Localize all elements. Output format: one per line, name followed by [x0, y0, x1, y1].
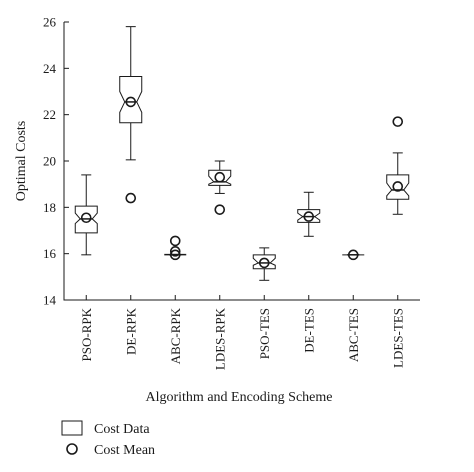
mean-point — [347, 249, 359, 261]
x-tick-label: DE-TES — [301, 308, 316, 353]
x-tick-label: ABC-TES — [346, 308, 361, 362]
x-tick-label: PSO-RPK — [79, 307, 94, 361]
mean-point — [80, 212, 92, 224]
boxes — [74, 26, 410, 281]
y-tick-label: 22 — [43, 107, 56, 122]
mean-markers — [80, 96, 404, 269]
x-tick-label: ABC-RPK — [168, 307, 183, 364]
x-tick-label: DE-RPK — [123, 307, 138, 355]
y-tick-label: 14 — [43, 293, 57, 308]
box-group — [119, 26, 143, 161]
y-axis-title: Optimal Costs — [14, 121, 29, 202]
notched-box — [119, 75, 143, 124]
mean-point — [258, 257, 270, 269]
outlier-point — [392, 116, 404, 127]
mean-point — [125, 96, 137, 108]
outlier-markers — [125, 116, 404, 257]
notched-box — [386, 174, 410, 200]
y-tick-label: 16 — [43, 246, 57, 261]
box-group — [386, 152, 410, 215]
outlier-point — [169, 246, 181, 257]
legend-box-swatch — [61, 420, 83, 436]
x-axis-ticks: PSO-RPK DE-RPK ABC-RPK LDES-RPK PSO-TES DE-TE… — [79, 295, 405, 370]
y-tick-label: 26 — [43, 15, 57, 30]
outlier-point — [214, 204, 226, 215]
box-group — [74, 174, 98, 256]
y-tick-label: 24 — [43, 61, 57, 76]
x-axis-title: Algorithm and Encoding Scheme — [145, 390, 332, 405]
x-tick-label: LDES-TES — [390, 308, 405, 368]
outlier-point — [125, 192, 137, 204]
notched-box — [252, 254, 276, 270]
mean-point — [303, 211, 315, 222]
legend-label-cost-mean: Cost Mean — [94, 443, 155, 458]
mean-point — [392, 181, 404, 192]
y-axis-ticks: 14 16 18 20 22 24 26 — [43, 15, 69, 308]
x-tick-label: PSO-TES — [257, 308, 272, 359]
legend-label-cost-data: Cost Data — [94, 422, 150, 437]
y-tick-label: 20 — [43, 154, 56, 169]
y-tick-label: 18 — [43, 200, 56, 215]
legend: Cost Data Cost Mean — [61, 420, 155, 458]
plot-area: 14 16 18 20 22 24 26 PSO-RPK DE-RPK ABC-RPK LDES-… — [43, 15, 420, 370]
outlier-point — [169, 235, 181, 247]
axis-frame — [63, 22, 420, 301]
box-group — [208, 160, 232, 194]
legend-circle-swatch — [66, 443, 78, 455]
mean-point — [169, 249, 181, 261]
mean-point — [214, 171, 226, 183]
box-group — [252, 247, 276, 281]
x-tick-label: LDES-RPK — [212, 307, 227, 370]
box-group — [297, 191, 321, 237]
